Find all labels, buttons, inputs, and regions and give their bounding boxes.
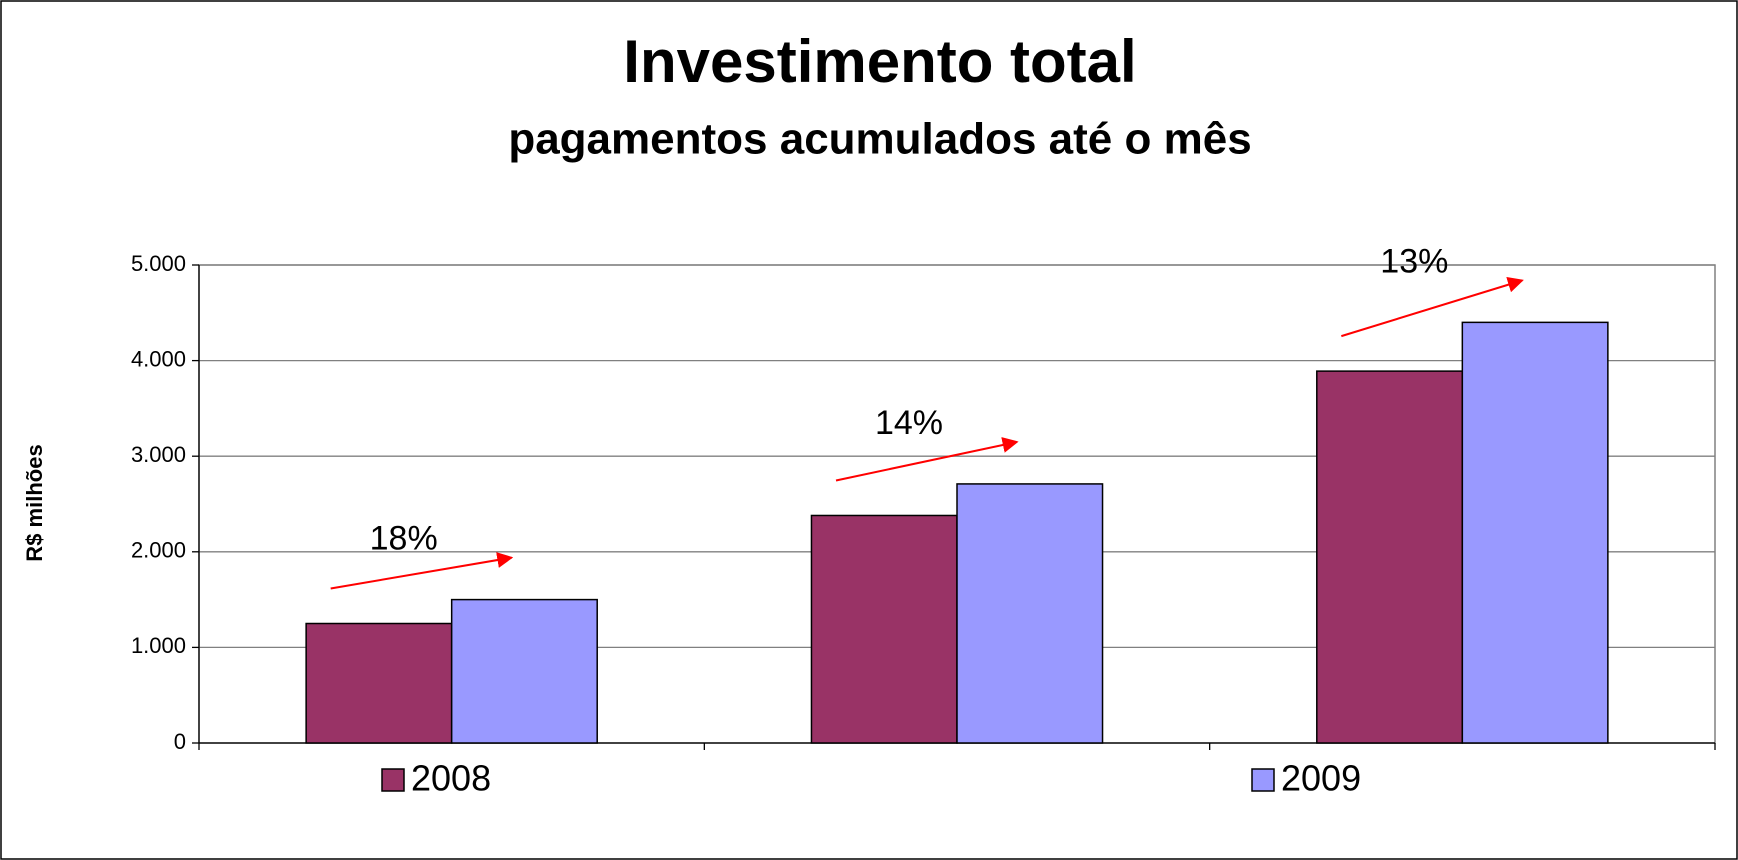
annotation: 14% — [875, 404, 943, 442]
y-tick-label: 4.000 — [131, 346, 186, 371]
annotation: 13% — [1380, 242, 1448, 280]
legend-label: 2009 — [1281, 758, 1361, 799]
chart-subtitle: pagamentos acumulados até o mês — [508, 115, 1251, 164]
bar — [956, 483, 1104, 744]
annotation-arrow — [835, 437, 1019, 482]
bar — [305, 622, 453, 744]
legend-swatch — [1251, 768, 1275, 792]
annotation-arrow — [330, 552, 514, 590]
annotation: 18% — [370, 520, 438, 558]
legend-swatch — [381, 768, 405, 792]
bar — [810, 514, 958, 744]
y-tick-label: 1.000 — [131, 633, 186, 658]
bar — [450, 598, 598, 744]
annotation-arrow — [1341, 276, 1524, 338]
chart-title: Investimento total — [623, 28, 1136, 95]
bar — [1316, 370, 1464, 744]
y-axis-label: R$ milhões — [22, 444, 47, 561]
bar — [1461, 321, 1609, 744]
y-tick-label: 3.000 — [131, 442, 186, 467]
y-tick-label: 0 — [174, 729, 186, 754]
legend-label: 2008 — [411, 758, 491, 799]
y-tick-label: 2.000 — [131, 538, 186, 563]
y-tick-label: 5.000 — [131, 251, 186, 276]
